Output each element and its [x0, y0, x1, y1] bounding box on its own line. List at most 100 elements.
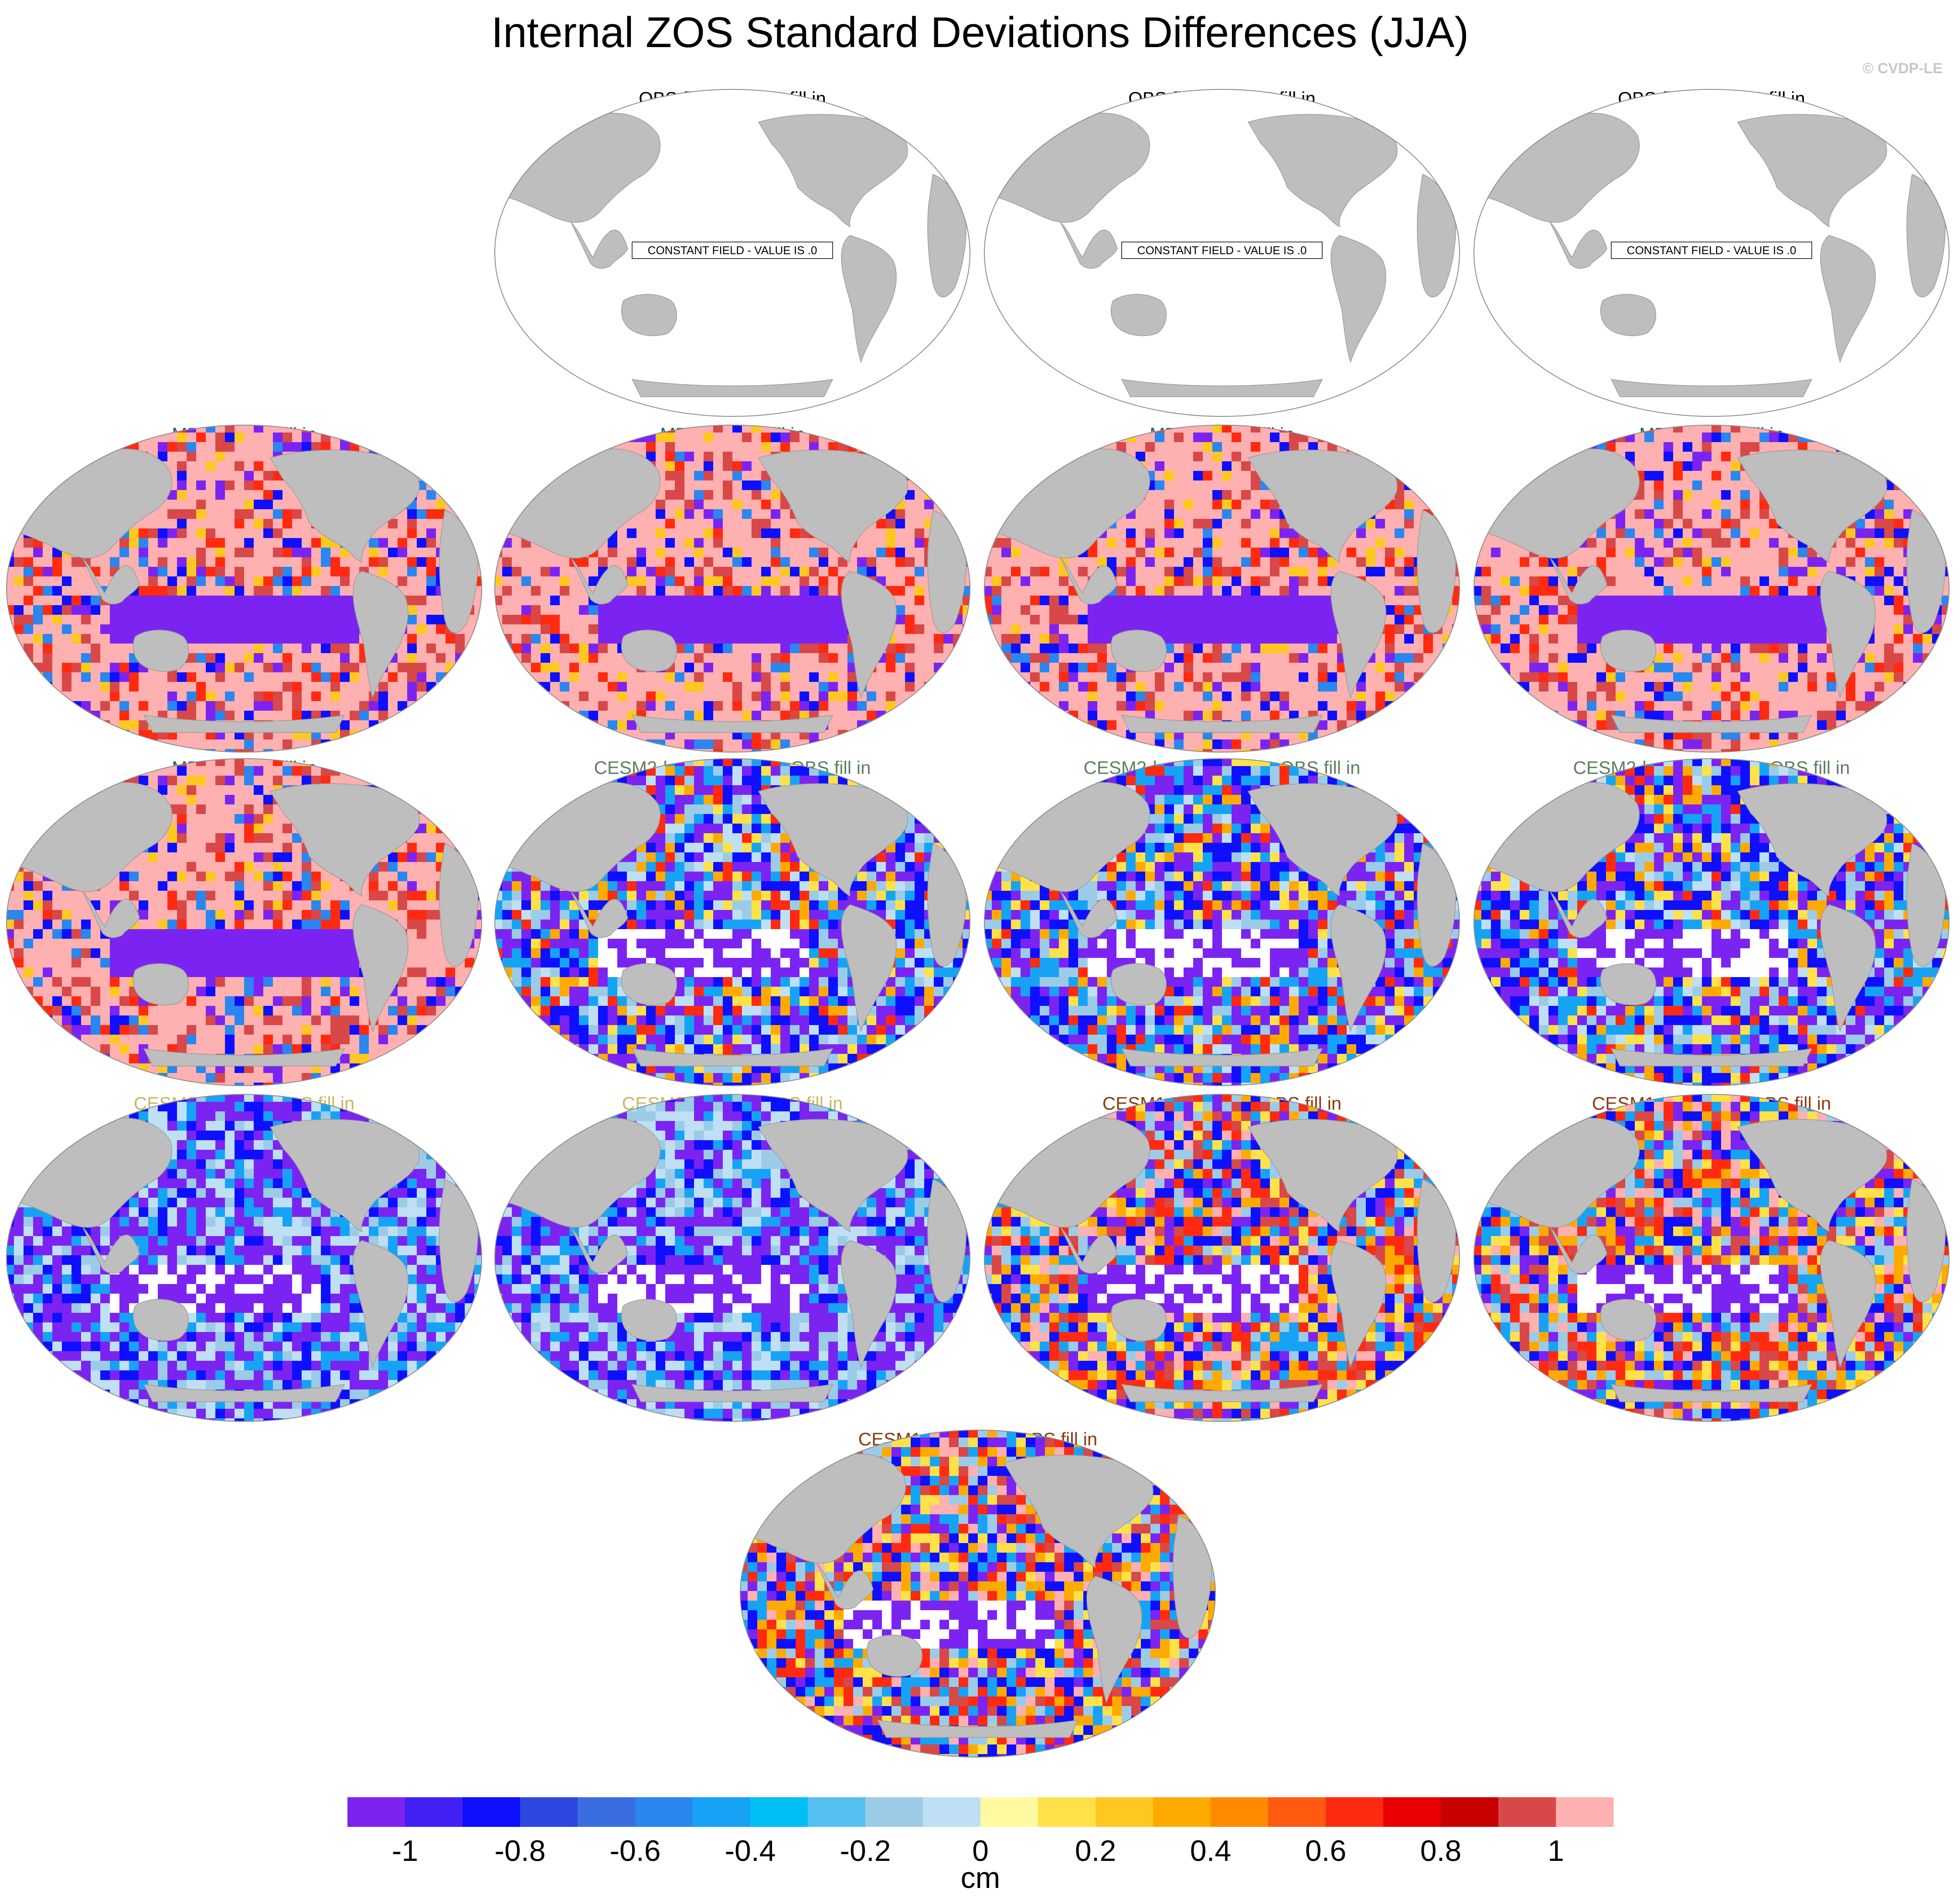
ocean-data-cell	[81, 720, 91, 730]
ocean-data-cell	[1289, 567, 1299, 577]
ocean-data-cell	[244, 701, 254, 711]
ocean-data-cell	[119, 749, 129, 752]
ocean-data-cell	[953, 730, 963, 740]
ocean-data-cell	[886, 730, 896, 740]
ocean-data-cell	[1404, 461, 1414, 471]
ocean-data-cell	[502, 692, 512, 702]
ocean-data-cell	[1404, 548, 1414, 558]
copyright-label: © CVDP-LE	[1862, 60, 1943, 77]
ocean-data-cell	[560, 596, 570, 606]
ocean-data-cell	[886, 548, 896, 558]
ocean-data-cell	[579, 749, 589, 752]
ocean-data-cell	[608, 749, 618, 752]
ocean-data-cell	[33, 567, 43, 577]
ocean-data-cell	[1356, 442, 1366, 452]
ocean-data-cell	[167, 672, 177, 682]
ocean-data-cell	[225, 557, 235, 567]
ocean-data-cell	[1260, 567, 1270, 577]
ocean-data-cell	[1001, 567, 1011, 577]
constant-field-box	[1611, 242, 1812, 259]
ocean-data-cell	[704, 576, 714, 586]
ocean-data-cell	[1222, 596, 1232, 606]
ocean-data-cell	[924, 433, 934, 443]
ocean-data-cell	[1116, 682, 1126, 692]
ocean-data-cell	[713, 480, 723, 491]
ocean-data-cell	[1299, 442, 1309, 452]
ocean-data-cell	[139, 701, 149, 711]
ocean-data-cell	[311, 538, 321, 548]
ocean-data-cell	[617, 739, 627, 749]
ocean-data-cell	[1433, 471, 1443, 481]
ocean-data-cell	[1021, 624, 1031, 634]
ocean-data-cell	[177, 442, 187, 452]
ocean-data-cell	[1260, 500, 1270, 510]
ocean-data-cell	[895, 624, 905, 634]
ocean-data-cell	[531, 615, 541, 625]
ocean-data-cell	[187, 442, 197, 452]
ocean-data-cell	[129, 605, 139, 615]
ocean-data-cell	[963, 538, 970, 548]
ocean-data-cell	[742, 634, 752, 644]
ocean-data-cell	[1241, 663, 1251, 673]
ocean-data-cell	[1193, 538, 1203, 548]
ocean-data-cell	[91, 596, 101, 606]
ocean-data-cell	[905, 519, 915, 529]
ocean-data-cell	[589, 701, 599, 711]
ocean-data-cell	[1203, 663, 1213, 673]
ocean-data-cell	[723, 500, 733, 510]
ocean-data-cell	[521, 720, 531, 730]
ocean-data-cell	[560, 672, 570, 682]
ocean-data-cell	[282, 624, 293, 634]
ocean-data-cell	[158, 528, 168, 538]
ocean-data-cell	[187, 749, 197, 752]
ocean-data-cell	[254, 672, 264, 682]
ocean-data-cell	[953, 519, 963, 529]
ocean-data-cell	[867, 711, 877, 721]
ocean-data-cell	[569, 615, 579, 625]
ocean-data-cell	[7, 615, 14, 625]
ocean-data-cell	[273, 624, 283, 634]
ocean-data-cell	[330, 425, 340, 433]
ocean-data-cell	[886, 672, 896, 682]
ocean-data-cell	[876, 682, 886, 692]
ocean-data-cell	[943, 720, 953, 730]
ocean-data-cell	[521, 548, 531, 558]
ocean-data-cell	[187, 653, 197, 663]
ocean-data-cell	[876, 567, 886, 577]
ocean-data-cell	[589, 692, 599, 702]
ocean-data-cell	[1251, 509, 1261, 519]
ocean-data-cell	[254, 500, 264, 510]
ocean-data-cell	[1395, 672, 1405, 682]
ocean-data-cell	[1433, 644, 1443, 654]
ocean-data-cell	[273, 425, 283, 433]
ocean-data-cell	[436, 749, 446, 752]
ocean-data-cell	[254, 634, 264, 644]
ocean-data-cell	[665, 682, 675, 692]
ocean-data-cell	[1078, 682, 1088, 692]
ocean-data-cell	[1270, 557, 1280, 567]
ocean-data-cell	[495, 519, 503, 529]
ocean-data-cell	[1193, 644, 1203, 654]
ocean-data-cell	[311, 682, 321, 692]
ocean-data-cell	[495, 739, 503, 749]
ocean-data-cell	[235, 711, 245, 721]
ocean-data-cell	[167, 567, 177, 577]
ocean-data-cell	[1164, 471, 1174, 481]
ocean-data-cell	[7, 538, 14, 548]
ocean-data-cell	[656, 749, 666, 752]
ocean-data-cell	[321, 749, 331, 752]
ocean-data-cell	[1251, 596, 1261, 606]
ocean-data-cell	[1260, 624, 1270, 634]
ocean-data-cell	[1414, 653, 1424, 663]
ocean-data-cell	[521, 730, 531, 740]
figure-title: Internal ZOS Standard Deviations Differe…	[0, 6, 1960, 58]
ocean-data-cell	[139, 528, 149, 538]
ocean-data-cell	[1011, 490, 1021, 500]
ocean-data-cell	[455, 739, 465, 749]
ocean-data-cell	[206, 624, 216, 634]
ocean-data-cell	[33, 711, 43, 721]
ocean-data-cell	[1232, 548, 1242, 558]
ocean-data-cell	[675, 500, 685, 510]
ocean-data-cell	[235, 644, 245, 654]
ocean-data-cell	[273, 739, 283, 749]
